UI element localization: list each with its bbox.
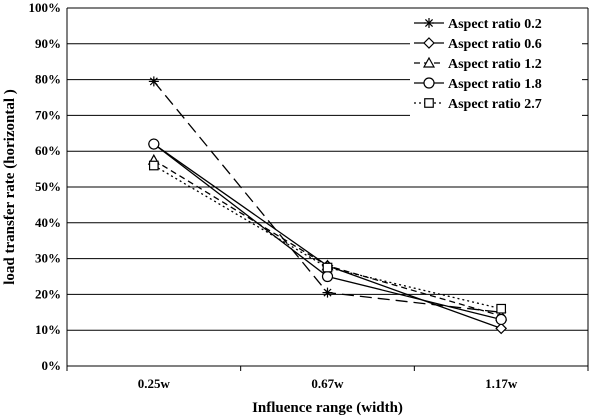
legend-background (410, 12, 582, 116)
data-point-circle (495, 313, 507, 326)
data-point-asterisk (148, 76, 159, 87)
legend-marker-asterisk (424, 18, 434, 28)
series-5 (148, 160, 507, 314)
data-point-circle (321, 270, 334, 283)
y-tick-label: 40% (35, 215, 61, 230)
legend-marker-diamond (423, 37, 435, 49)
y-tick-label: 30% (35, 251, 61, 266)
legend-marker-square (424, 98, 434, 108)
y-axis-label: load transfer rate (horizontal ) (2, 89, 18, 285)
legend-label: Aspect ratio 1.8 (448, 77, 542, 92)
x-tick-label: 0.25w (138, 376, 171, 391)
legend-label: Aspect ratio 0.6 (448, 37, 542, 52)
y-tick-label: 90% (35, 36, 61, 51)
legend-item-1: Aspect ratio 0.2 (414, 17, 542, 32)
y-tick-label: 0% (42, 358, 62, 373)
asterisk-stroke (149, 77, 158, 86)
y-tick-labels: 0% 10% 20% 30% 40% 50% 60% 70% 80% 90% 100% (29, 0, 62, 373)
y-tick-label: 60% (35, 143, 61, 158)
legend: Aspect ratio 0.2 Aspect ratio 0.6 Aspect r… (410, 12, 582, 116)
series-4 (148, 138, 507, 326)
asterisk-stroke (323, 288, 332, 297)
legend-marker-circle (423, 77, 435, 89)
legend-marker-triangle (422, 56, 436, 68)
legend-item-5: Aspect ratio 2.7 (414, 97, 542, 112)
legend-item-4: Aspect ratio 1.8 (414, 77, 542, 92)
legend-item-2: Aspect ratio 0.6 (414, 37, 542, 52)
legend-item-3: Aspect ratio 1.2 (414, 56, 542, 72)
legend-label: Aspect ratio 2.7 (448, 97, 542, 112)
asterisk-stroke (424, 18, 434, 28)
y-tick-label: 70% (35, 107, 61, 122)
series-group (147, 76, 508, 335)
x-tick-label: 1.17w (485, 376, 518, 391)
data-point-square (496, 303, 507, 314)
y-tick-label: 10% (35, 322, 61, 337)
data-point-diamond (495, 322, 508, 335)
legend-label: Aspect ratio 0.2 (448, 17, 542, 32)
legend-label: Aspect ratio 1.2 (448, 57, 542, 72)
data-point-circle (148, 138, 160, 150)
x-tick-label: 0.67w (311, 376, 344, 391)
data-point-asterisk (322, 287, 333, 298)
data-point-square (148, 160, 159, 171)
x-axis-label: Influence range (width) (252, 400, 403, 416)
y-tick-label: 20% (35, 286, 61, 301)
data-point-square (322, 262, 333, 273)
axes (66, 8, 589, 371)
y-tick-label: 50% (35, 179, 61, 194)
x-tick-labels: 0.25w 0.67w 1.17w (138, 376, 518, 391)
y-tick-label: 100% (29, 0, 62, 15)
y-tick-label: 80% (35, 72, 61, 87)
